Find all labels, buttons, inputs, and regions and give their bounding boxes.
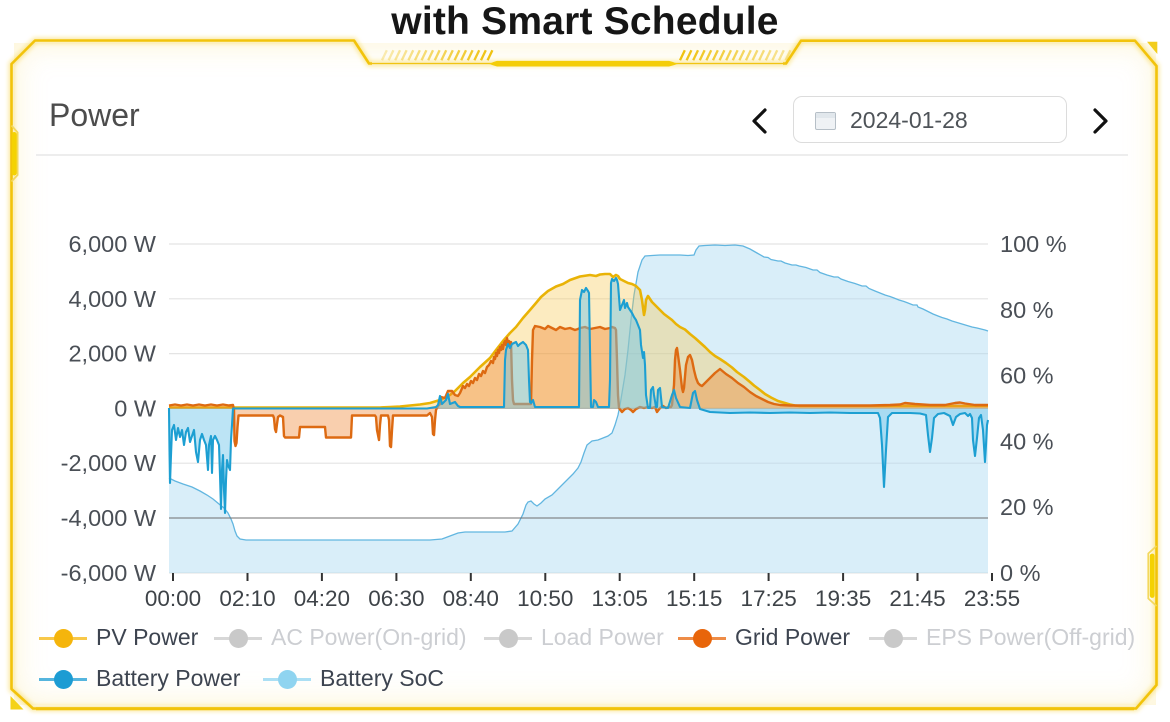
svg-text:13:05: 13:05 [592, 586, 648, 611]
svg-text:06:30: 06:30 [368, 586, 424, 611]
svg-text:23:55: 23:55 [964, 586, 1020, 611]
svg-text:2,000 W: 2,000 W [68, 341, 156, 367]
svg-text:04:20: 04:20 [294, 586, 350, 611]
svg-text:10:50: 10:50 [517, 586, 573, 611]
svg-text:19:35: 19:35 [815, 586, 871, 611]
svg-text:4,000 W: 4,000 W [68, 286, 156, 312]
svg-text:08:40: 08:40 [443, 586, 499, 611]
svg-text:02:10: 02:10 [219, 586, 275, 611]
svg-text:60 %: 60 % [1000, 363, 1054, 389]
svg-text:15:15: 15:15 [666, 586, 722, 611]
svg-text:80 %: 80 % [1000, 297, 1054, 323]
svg-text:17:25: 17:25 [740, 586, 796, 611]
svg-text:21:45: 21:45 [889, 586, 945, 611]
svg-text:6,000 W: 6,000 W [68, 231, 156, 257]
svg-text:-4,000 W: -4,000 W [61, 505, 157, 531]
svg-text:100 %: 100 % [1000, 231, 1067, 257]
svg-text:20 %: 20 % [1000, 494, 1054, 520]
svg-text:0 %: 0 % [1000, 560, 1041, 586]
svg-text:40 %: 40 % [1000, 428, 1054, 454]
svg-text:0 W: 0 W [114, 395, 157, 421]
svg-text:00:00: 00:00 [145, 586, 201, 611]
svg-text:-2,000 W: -2,000 W [61, 450, 157, 476]
svg-text:-6,000 W: -6,000 W [61, 560, 157, 586]
